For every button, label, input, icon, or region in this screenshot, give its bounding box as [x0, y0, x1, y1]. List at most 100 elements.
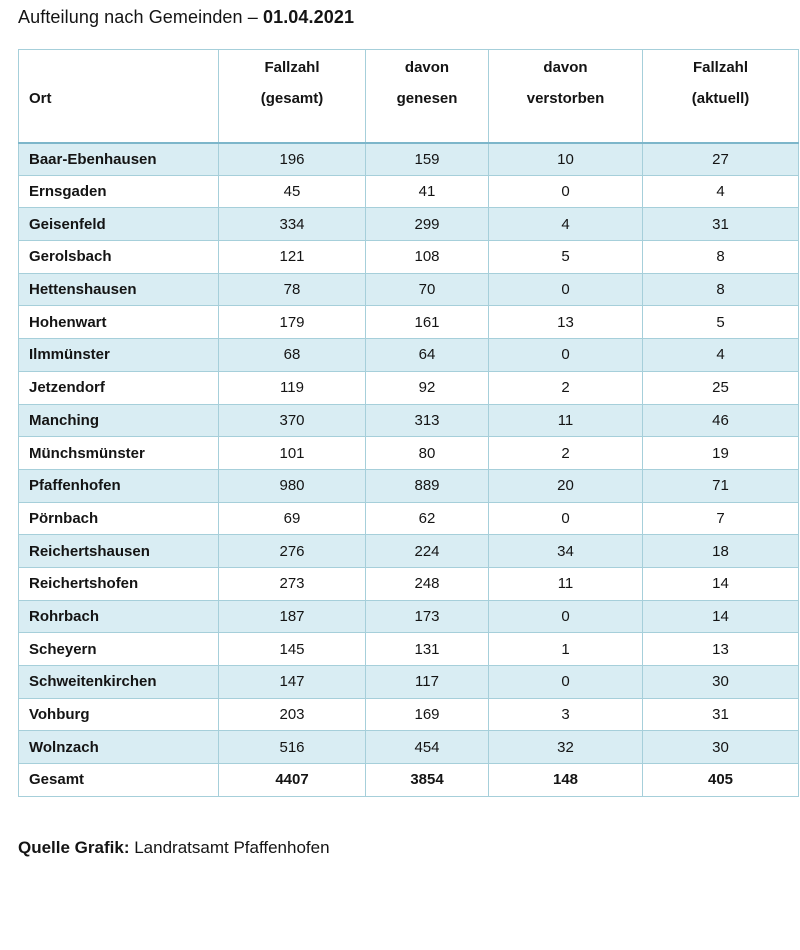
total-row: Gesamt 4407 3854 148 405 [18, 763, 799, 797]
table-row: Vohburg 203 169 3 31 [18, 697, 799, 732]
table-row: Wolnzach 516 454 32 30 [18, 730, 799, 765]
table-row: Manching 370 313 11 46 [18, 403, 799, 438]
table-row: Pfaffenhofen 980 889 20 71 [18, 468, 799, 503]
table-row: Gerolsbach 121 108 5 8 [18, 240, 799, 274]
value-cell: 173 [365, 599, 489, 634]
table-row: Hettenshausen 78 70 0 8 [18, 272, 799, 307]
value-cell: 179 [218, 305, 366, 340]
value-cell: 0 [488, 174, 643, 209]
ort-cell: Hohenwart [18, 305, 219, 340]
source-label: Quelle Grafik: [18, 837, 130, 857]
header-row: Ort Fallzahl (gesamt) davon genesen davo… [18, 49, 799, 144]
page-title: Aufteilung nach Gemeinden – 01.04.2021 [18, 6, 800, 28]
ort-cell: Schweitenkirchen [18, 665, 219, 699]
value-cell: 69 [218, 501, 366, 536]
value-cell: 19 [642, 436, 799, 470]
ort-cell: Pörnbach [18, 501, 219, 536]
table-row: Pörnbach 69 62 0 7 [18, 501, 799, 536]
ort-cell: Hettenshausen [18, 272, 219, 307]
gemeinden-table: Ort Fallzahl (gesamt) davon genesen davo… [18, 49, 799, 797]
value-cell: 131 [365, 632, 489, 666]
value-cell: 117 [365, 665, 489, 699]
value-cell: 2 [488, 370, 643, 405]
value-cell: 46 [642, 403, 799, 438]
table-row: Rohrbach 187 173 0 14 [18, 599, 799, 634]
value-cell: 1 [488, 632, 643, 666]
value-cell: 119 [218, 370, 366, 405]
value-cell: 41 [365, 174, 489, 209]
header-line [29, 52, 216, 83]
ort-cell: Rohrbach [18, 599, 219, 634]
value-cell: 25 [642, 370, 799, 405]
ort-cell: Ernsgaden [18, 174, 219, 209]
value-cell: 299 [365, 207, 489, 242]
value-cell: 31 [642, 207, 799, 242]
value-cell: 4 [488, 207, 643, 242]
value-cell: 31 [642, 697, 799, 732]
value-cell: 30 [642, 730, 799, 765]
header-line: Fallzahl [692, 59, 748, 76]
value-cell: 78 [218, 272, 366, 307]
value-cell: 5 [642, 305, 799, 340]
value-cell: 8 [642, 272, 799, 307]
value-cell: 159 [365, 142, 489, 176]
value-cell: 313 [365, 403, 489, 438]
title-date: 01.04.2021 [262, 7, 355, 27]
value-cell: 3 [488, 697, 643, 732]
ort-cell: Scheyern [18, 632, 219, 666]
value-cell: 147 [218, 665, 366, 699]
value-cell: 224 [365, 534, 489, 568]
ort-cell: Pfaffenhofen [18, 468, 219, 503]
value-cell: 11 [488, 566, 643, 601]
header-line: davon [543, 59, 588, 76]
ort-cell: Jetzendorf [18, 370, 219, 405]
header-line: (gesamt) [260, 90, 324, 107]
value-cell: 334 [218, 207, 366, 242]
value-cell: 121 [218, 240, 366, 274]
value-cell: 10 [488, 142, 643, 176]
header-line: Ort [29, 90, 52, 107]
value-cell: 370 [218, 403, 366, 438]
source-note: Quelle Grafik: Landratsamt Pfaffenhofen [18, 837, 800, 859]
value-cell: 64 [365, 338, 489, 372]
total-value-cell: 4407 [218, 763, 366, 797]
value-cell: 11 [488, 403, 643, 438]
page: Aufteilung nach Gemeinden – 01.04.2021 O… [18, 6, 800, 859]
table-row: Ernsgaden 45 41 0 4 [18, 174, 799, 209]
table-row: Scheyern 145 131 1 13 [18, 632, 799, 666]
value-cell: 7 [642, 501, 799, 536]
value-cell: 4 [642, 174, 799, 209]
value-cell: 30 [642, 665, 799, 699]
value-cell: 0 [488, 665, 643, 699]
ort-cell: Gerolsbach [18, 240, 219, 274]
value-cell: 71 [642, 468, 799, 503]
value-cell: 20 [488, 468, 643, 503]
ort-cell: Ilmmünster [18, 338, 219, 372]
table-row: Geisenfeld 334 299 4 31 [18, 207, 799, 242]
value-cell: 169 [365, 697, 489, 732]
value-cell: 454 [365, 730, 489, 765]
value-cell: 34 [488, 534, 643, 568]
value-cell: 68 [218, 338, 366, 372]
value-cell: 80 [365, 436, 489, 470]
ort-cell: Baar-Ebenhausen [18, 142, 219, 176]
value-cell: 45 [218, 174, 366, 209]
value-cell: 276 [218, 534, 366, 568]
value-cell: 8 [642, 240, 799, 274]
ort-cell: Manching [18, 403, 219, 438]
value-cell: 0 [488, 338, 643, 372]
value-cell: 980 [218, 468, 366, 503]
value-cell: 248 [365, 566, 489, 601]
value-cell: 27 [642, 142, 799, 176]
value-cell: 145 [218, 632, 366, 666]
ort-cell: Wolnzach [18, 730, 219, 765]
header-line: davon [404, 59, 450, 76]
value-cell: 14 [642, 599, 799, 634]
value-cell: 13 [488, 305, 643, 340]
table-body: Baar-Ebenhausen 196 159 10 27 Ernsgaden 45 41 0 4… [18, 142, 799, 765]
value-cell: 4 [642, 338, 799, 372]
total-value-cell: 405 [642, 763, 799, 797]
value-cell: 5 [488, 240, 643, 274]
header-line: genesen [396, 90, 458, 107]
total-value-cell: 148 [488, 763, 643, 797]
